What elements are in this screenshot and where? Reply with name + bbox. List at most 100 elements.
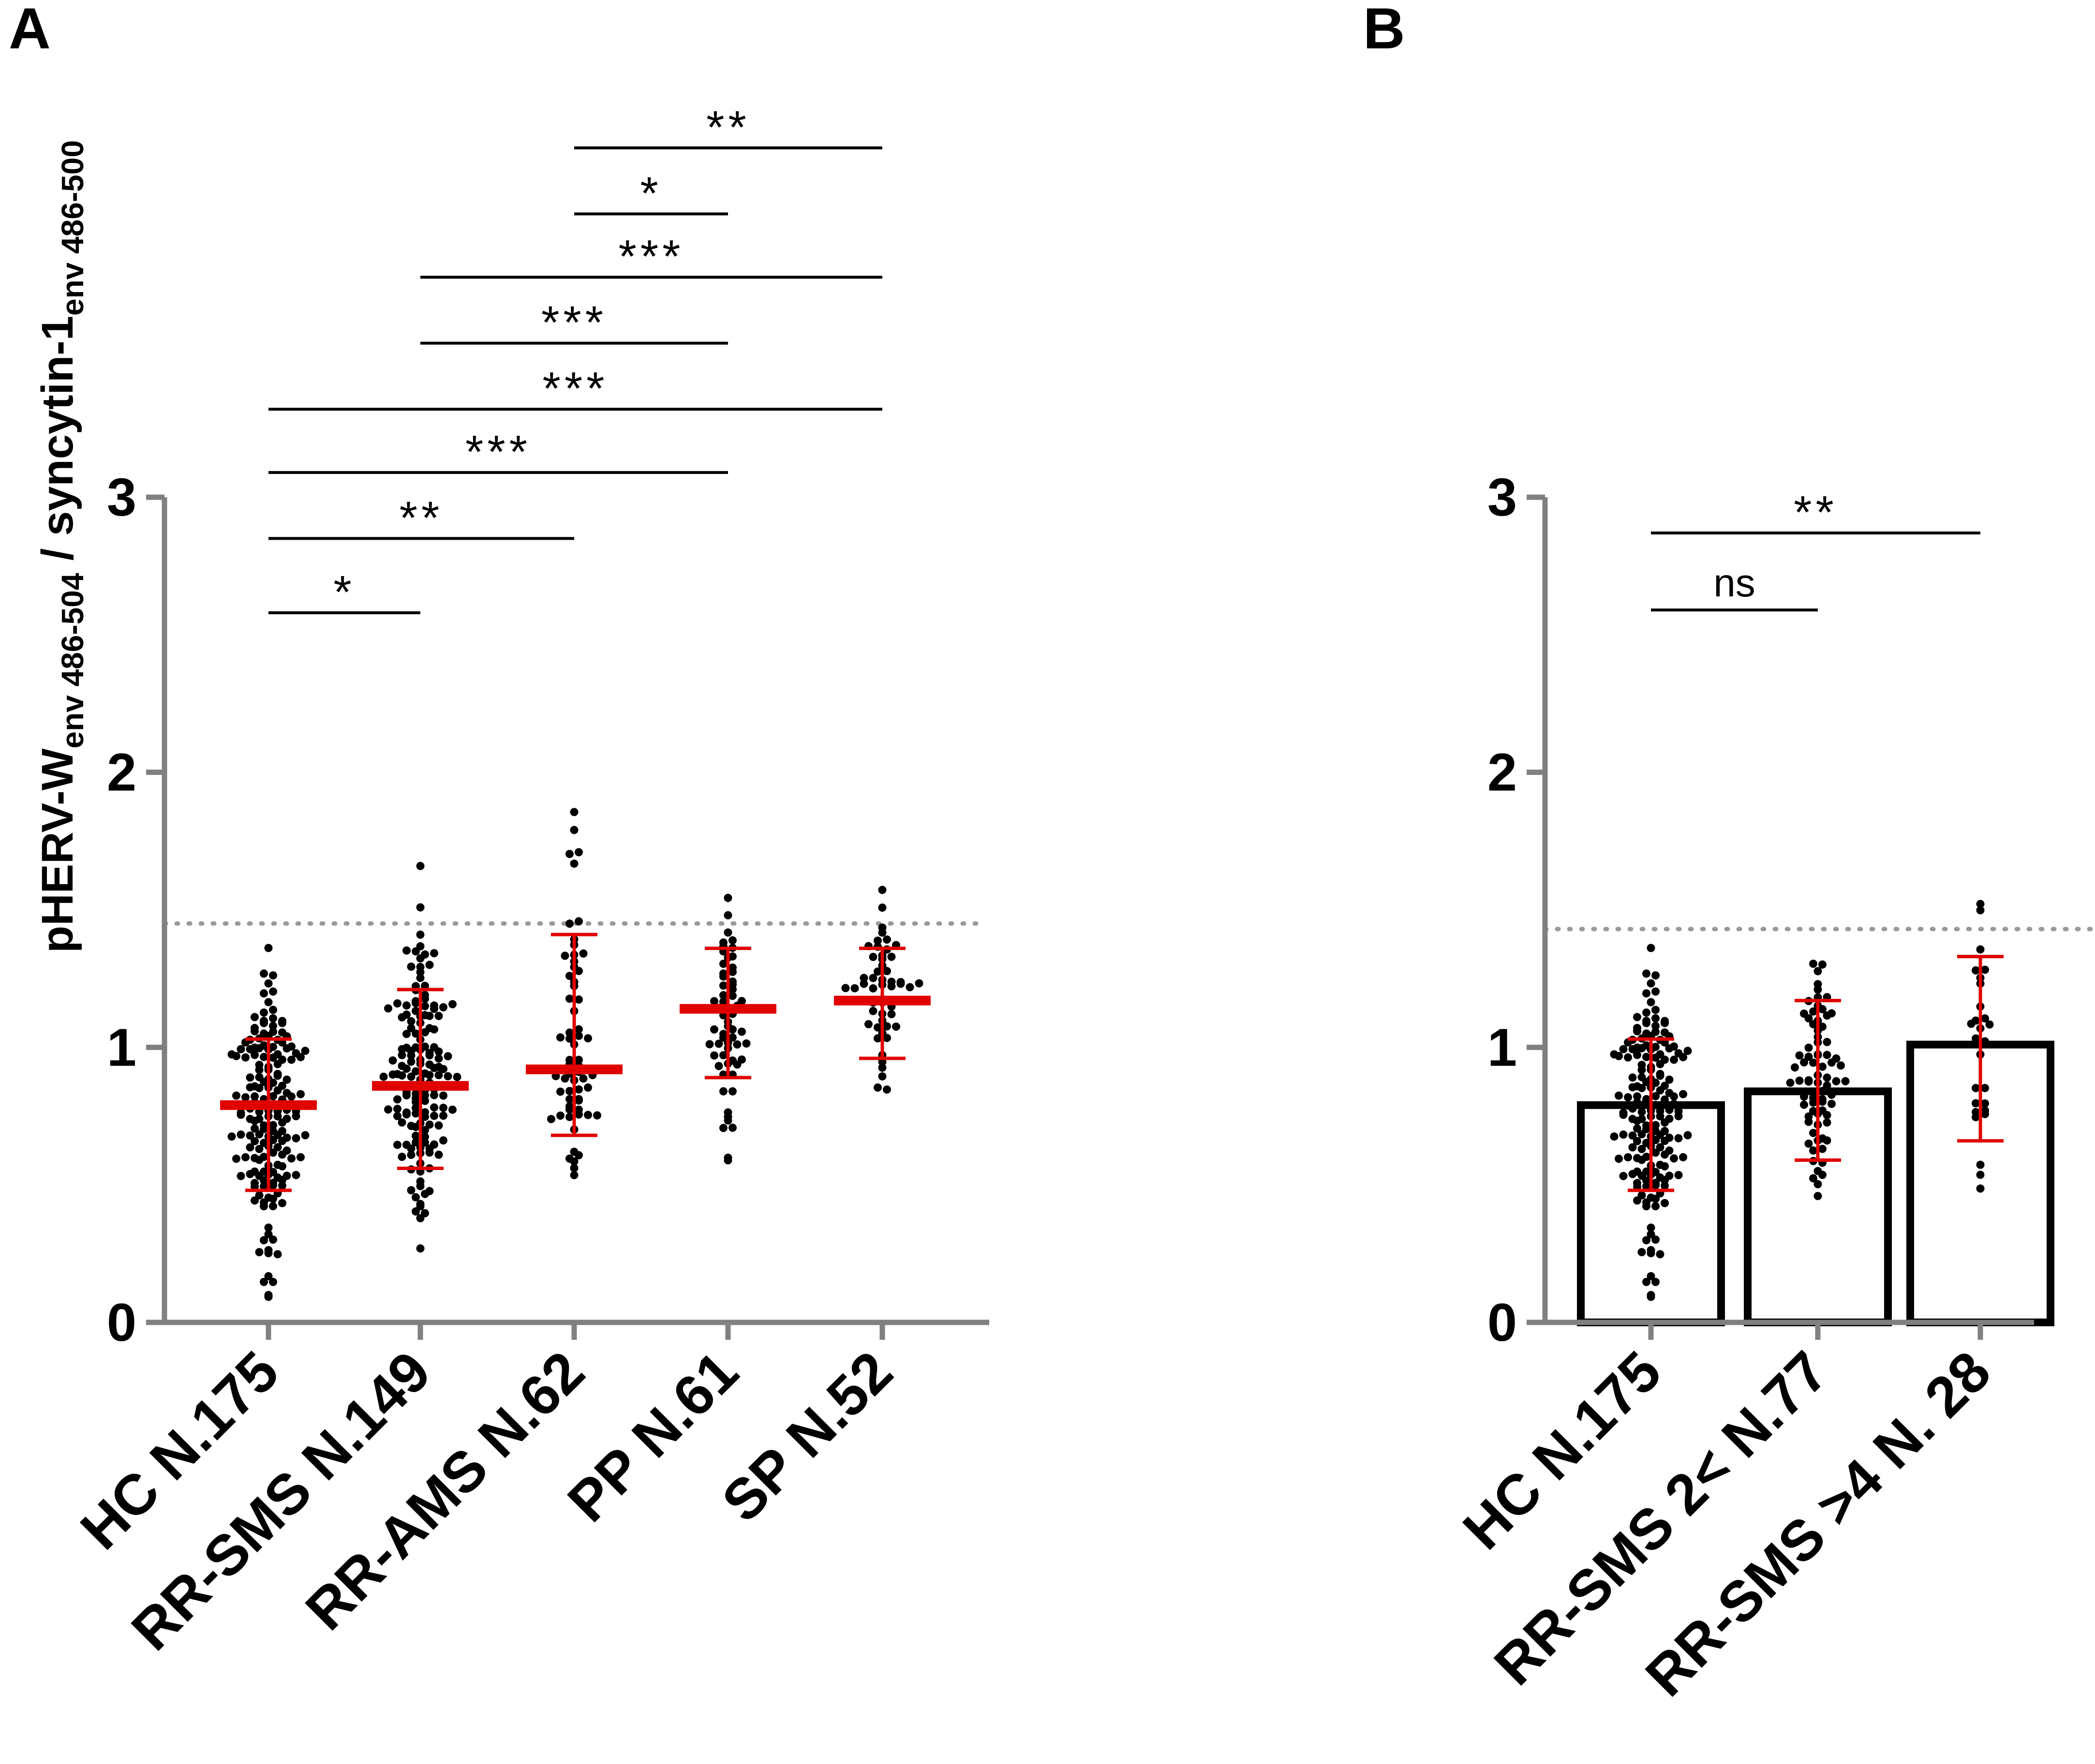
data-point (393, 1095, 401, 1104)
data-point (301, 1047, 310, 1055)
data-point (398, 1051, 406, 1059)
data-point (1818, 960, 1827, 969)
data-point (1642, 969, 1650, 978)
panel-a: A pHERV-Wenv 486-504 / syncytin-1env 486… (9, 0, 989, 1662)
data-point (407, 1144, 416, 1153)
data-point (402, 1064, 411, 1073)
data-point (1809, 1128, 1817, 1137)
data-point (887, 1010, 896, 1019)
data-point (724, 1116, 732, 1125)
data-point (273, 1112, 282, 1121)
data-point (255, 1248, 264, 1257)
data-point (869, 952, 877, 961)
significance-label: * (333, 566, 355, 618)
data-point (278, 1162, 286, 1171)
data-point (237, 1111, 245, 1119)
data-point (1651, 1235, 1660, 1244)
data-point (1981, 1110, 1989, 1118)
data-point (1656, 1250, 1664, 1259)
data-point (1813, 967, 1822, 976)
data-point (416, 930, 425, 939)
data-point (264, 998, 273, 1007)
data-point (444, 1072, 452, 1081)
data-point (1615, 1155, 1623, 1163)
panel-a-letter: A (9, 0, 51, 61)
data-point (874, 1083, 882, 1092)
data-point (1647, 979, 1655, 988)
panel-b-error-bars (1628, 955, 2004, 1192)
data-point (1633, 1182, 1641, 1191)
data-point (453, 1073, 461, 1082)
data-point (1823, 1051, 1831, 1059)
data-point (883, 1085, 891, 1094)
data-point (565, 1105, 574, 1114)
data-point (412, 1123, 420, 1131)
data-point (565, 1034, 574, 1043)
data-point (1823, 1081, 1831, 1090)
data-point (260, 1236, 268, 1245)
data-point (1637, 1130, 1646, 1139)
data-point (407, 1057, 416, 1066)
data-point (1809, 1098, 1817, 1107)
data-point (421, 994, 429, 1003)
data-point (874, 936, 882, 945)
data-point (878, 1072, 887, 1081)
data-point (425, 1120, 434, 1129)
data-point (728, 992, 737, 1000)
data-point (448, 1000, 457, 1008)
data-point (379, 1072, 388, 1081)
data-point (292, 1134, 300, 1142)
panel-b-comparisons: ** ns (1651, 487, 1980, 612)
data-point (1823, 1118, 1831, 1127)
data-point (278, 1118, 286, 1127)
data-point (384, 1105, 392, 1114)
data-point (434, 1150, 443, 1159)
data-point (878, 928, 887, 937)
panel-a-error-bars (220, 933, 931, 1192)
data-point (416, 1182, 425, 1190)
data-point (260, 1019, 268, 1027)
data-point (1619, 1130, 1628, 1139)
data-point (1651, 1092, 1660, 1100)
data-point (255, 1066, 264, 1074)
data-point (1791, 1063, 1799, 1072)
data-point (719, 1124, 728, 1132)
data-point (874, 1034, 882, 1043)
data-point (1637, 1066, 1646, 1074)
data-point (412, 1029, 420, 1038)
data-point (416, 861, 425, 870)
data-point (1813, 1180, 1822, 1188)
data-point (412, 1067, 420, 1076)
data-point (575, 1085, 583, 1094)
data-point (439, 1112, 447, 1120)
data-point (255, 1144, 264, 1153)
y-tick-label: 0 (1487, 1293, 1517, 1352)
data-point (579, 949, 588, 958)
data-point (887, 982, 896, 991)
data-point (421, 1112, 429, 1121)
data-point (575, 1055, 583, 1064)
data-point (1823, 1136, 1831, 1145)
data-point (1642, 1052, 1650, 1061)
data-point (269, 1014, 277, 1023)
data-point (584, 1111, 592, 1119)
data-point (1661, 1181, 1669, 1190)
data-point (883, 935, 891, 944)
data-point (273, 1071, 282, 1080)
data-point (1633, 1137, 1641, 1145)
data-point (1981, 965, 1989, 974)
data-point (425, 1051, 434, 1060)
data-point (246, 1170, 254, 1178)
data-point (570, 1171, 579, 1179)
significance-label: *** (541, 297, 607, 349)
significance-label: *** (618, 231, 684, 282)
data-point (906, 983, 914, 992)
data-point (282, 1075, 291, 1084)
data-point (1651, 1121, 1660, 1129)
data-point (260, 1176, 268, 1185)
data-point (728, 985, 737, 993)
data-point (444, 1052, 452, 1061)
data-point (1647, 1230, 1655, 1239)
